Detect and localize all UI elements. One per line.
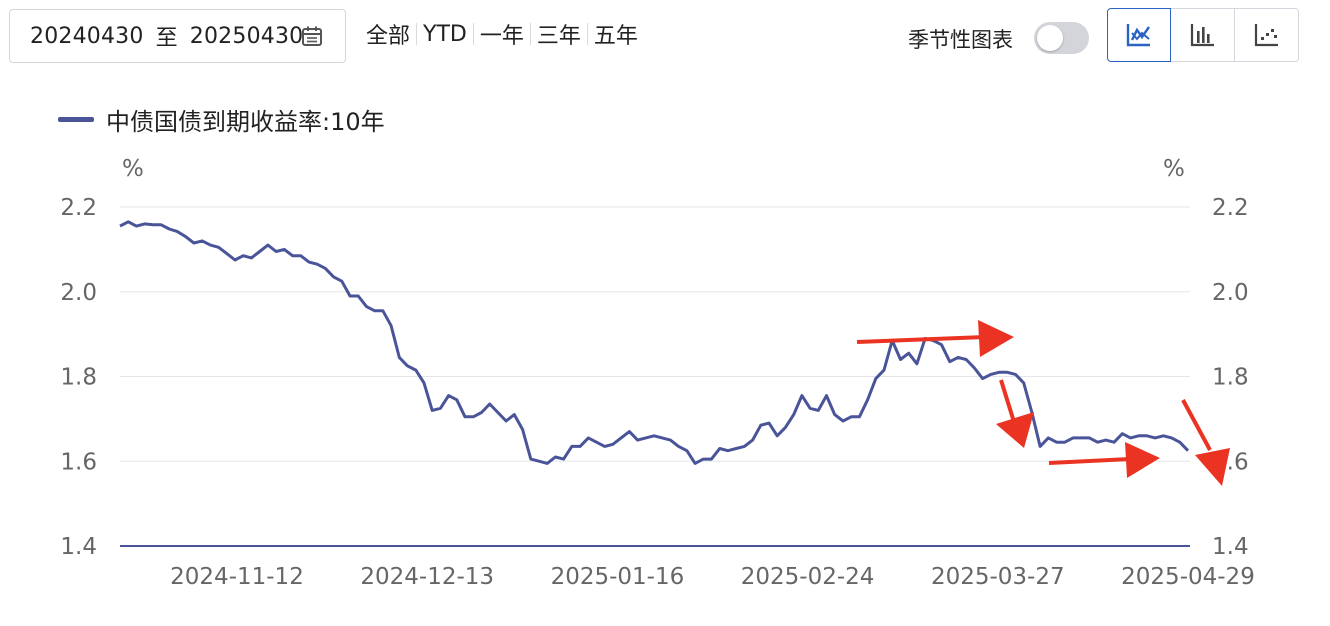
y-axis-unit-left: % — [122, 156, 144, 182]
scatter-chart-button[interactable] — [1235, 8, 1299, 62]
line-chart-icon — [1126, 24, 1150, 47]
chart-legend[interactable]: 中债国债到期收益率:10年 — [58, 102, 385, 137]
quick-range-group: 全部 YTD 一年 三年 五年 — [364, 18, 644, 50]
y-tick-label-left: 2.0 — [60, 280, 97, 306]
arrow-head — [996, 412, 1034, 448]
x-tick-label: 2025-03-27 — [931, 564, 1065, 590]
y-tick-label-right: 1.4 — [1212, 534, 1249, 560]
date-separator: 至 — [155, 26, 178, 51]
y-tick-label-left: 1.4 — [60, 534, 97, 560]
date-start: 20240430 — [30, 23, 144, 49]
bar-chart-icon — [1190, 24, 1214, 47]
arrow-head — [1125, 442, 1160, 478]
y-tick-label-left: 1.6 — [60, 449, 97, 475]
y-tick-label-right: 2.2 — [1212, 195, 1249, 221]
y-tick-label-left: 1.8 — [60, 365, 97, 391]
range-ytd[interactable]: YTD — [423, 21, 467, 47]
legend-label: 中债国债到期收益率:10年 — [106, 108, 385, 136]
toggle-knob — [1037, 25, 1063, 51]
x-tick-label: 2025-04-29 — [1121, 564, 1255, 590]
seasonal-toggle[interactable] — [1034, 22, 1089, 54]
divider — [529, 23, 531, 45]
calendar-icon[interactable] — [301, 25, 323, 47]
arrow-annotation-down-right — [1181, 399, 1212, 451]
arrow-head — [1195, 448, 1230, 486]
divider — [586, 23, 588, 45]
range-3y[interactable]: 三年 — [536, 24, 581, 49]
x-tick-label: 2025-01-16 — [551, 564, 685, 590]
y-tick-label-right: 2.0 — [1212, 280, 1249, 306]
bar-chart-button[interactable] — [1171, 8, 1235, 62]
seasonal-chart-label: 季节性图表 — [908, 28, 1013, 52]
divider — [416, 23, 418, 45]
arrow-head — [978, 320, 1014, 357]
range-1y[interactable]: 一年 — [479, 24, 524, 49]
date-range-picker[interactable]: 20240430 至 20250430 — [9, 9, 346, 63]
scatter-chart-icon — [1254, 24, 1278, 47]
legend-swatch — [58, 117, 94, 122]
line-chart-button[interactable] — [1107, 8, 1171, 62]
range-all[interactable]: 全部 — [366, 24, 411, 49]
date-end: 20250430 — [189, 23, 304, 49]
y-axis-unit-right: % — [1163, 156, 1185, 182]
x-tick-label: 2025-02-24 — [741, 564, 875, 590]
arrow-annotation-down — [999, 379, 1016, 423]
x-tick-label: 2024-11-12 — [170, 564, 304, 590]
arrow-annotation-right-bottom — [1048, 457, 1131, 465]
arrow-annotation-right-top — [856, 335, 986, 344]
x-tick-label: 2024-12-13 — [360, 564, 494, 590]
divider — [472, 23, 474, 45]
chart-type-group — [1107, 8, 1299, 62]
range-5y[interactable]: 五年 — [593, 24, 638, 49]
series-line-cgb-10y — [119, 220, 1190, 465]
y-tick-label-left: 2.2 — [60, 195, 97, 221]
y-tick-label-right: 1.8 — [1212, 365, 1249, 391]
annotation-arrows — [856, 320, 1230, 486]
